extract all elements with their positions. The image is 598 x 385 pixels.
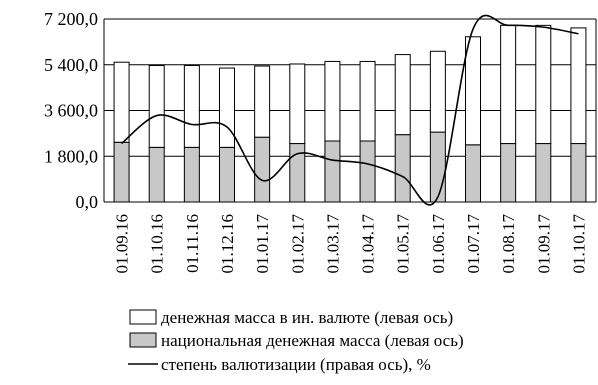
bar-foreign: [394, 54, 411, 136]
gridlines: [104, 18, 596, 203]
bar-national: [535, 143, 552, 203]
bar-foreign: [254, 65, 271, 138]
x-tick-label: 01.03.17: [323, 214, 342, 274]
bar-national: [219, 146, 235, 203]
x-tick-label: 01.04.17: [359, 214, 378, 274]
bar-national: [570, 143, 587, 203]
y-tick-label: 7 200,0: [44, 9, 98, 29]
legend-label-national: национальная денежная масса (левая ось): [161, 331, 464, 350]
x-tick-label: 01.02.17: [288, 214, 307, 274]
bar-foreign: [570, 27, 587, 145]
x-tick-label: 01.10.17: [569, 214, 588, 274]
bar-foreign: [113, 61, 130, 143]
legend-swatch-foreign: [129, 309, 157, 325]
bar-foreign: [500, 24, 517, 145]
bar-foreign: [324, 60, 341, 142]
x-tick-label: 01.01.17: [253, 214, 272, 274]
y-tick-label: 1 800,0: [44, 146, 98, 166]
bar-foreign: [465, 36, 481, 146]
bar-foreign: [359, 60, 376, 142]
bar-national: [324, 140, 341, 203]
y-tick-labels: 0,0 1 800,0 3 600,0 5 400,0 7 200,0: [44, 9, 98, 212]
legend-swatch-national: [129, 332, 157, 348]
bar-foreign: [535, 24, 552, 145]
bar-national: [254, 136, 271, 203]
x-tick-label: 01.11.16: [183, 214, 202, 273]
bar-foreign: [148, 65, 165, 148]
axes: [103, 19, 597, 202]
bar-national: [183, 146, 200, 203]
bar-national: [148, 146, 165, 203]
bar-national: [113, 141, 130, 203]
bar-national: [429, 131, 446, 203]
bar-foreign: [183, 65, 200, 148]
x-tick-label: 01.06.17: [429, 214, 448, 274]
x-tick-labels: 01.09.16 01.10.16 01.11.16 01.12.16 01.01.17…: [113, 214, 589, 274]
x-tick-label: 01.10.16: [148, 214, 167, 274]
x-tick-label: 01.08.17: [499, 214, 518, 274]
x-tick-label: 01.09.17: [534, 214, 553, 274]
bar-national: [394, 134, 411, 203]
bars: [113, 24, 587, 203]
bar-national: [359, 140, 376, 203]
bar-foreign: [219, 67, 235, 148]
y-tick-label: 5 400,0: [44, 55, 98, 75]
y-tick-label: 0,0: [76, 192, 99, 212]
y-tick-label: 3 600,0: [44, 101, 98, 121]
bar-national: [465, 144, 481, 203]
bar-foreign: [429, 50, 446, 133]
legend: денежная масса в ин. валюте (левая ось) …: [128, 308, 464, 374]
legend-label-foreign: денежная масса в ин. валюте (левая ось): [161, 308, 453, 327]
bar-national: [500, 143, 517, 203]
x-tick-label: 01.09.16: [113, 214, 132, 274]
x-tick-label: 01.07.17: [464, 214, 483, 274]
x-tick-label: 01.12.16: [218, 214, 237, 274]
series-line-currency-substitution: [121, 14, 579, 206]
legend-label-line: степень валютизации (правая ось), %: [161, 355, 431, 374]
x-tick-label: 01.05.17: [394, 214, 413, 274]
bar-foreign: [289, 63, 306, 145]
